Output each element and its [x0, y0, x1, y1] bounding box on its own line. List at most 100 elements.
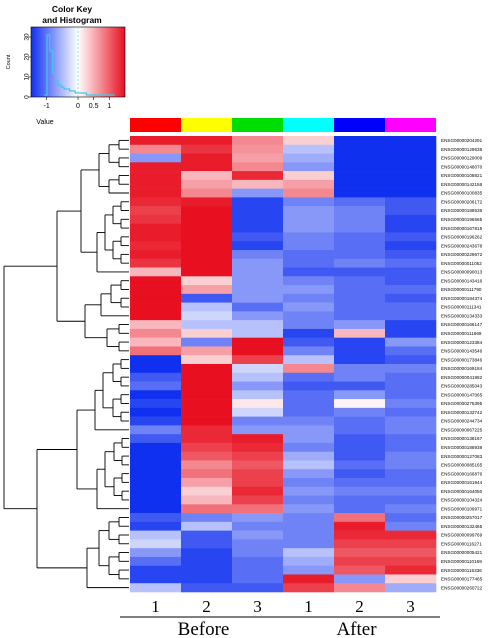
heatmap-cell — [130, 521, 182, 531]
group-label: Before — [178, 619, 230, 638]
heatmap-cell — [334, 162, 386, 172]
heatmap-cell — [334, 302, 386, 312]
key-y-tick-label: 30 — [24, 33, 31, 41]
heatmap-cell — [334, 364, 386, 374]
heatmap-cell — [334, 144, 386, 154]
row-label: ENSG00000127083 — [441, 454, 483, 459]
row-label: ENSG00000188938 — [441, 445, 483, 450]
heatmap-cell — [385, 364, 437, 374]
heatmap-cell — [232, 171, 284, 181]
heatmap-cell — [283, 179, 335, 189]
heatmap-cell — [181, 346, 233, 356]
heatmap-cell — [232, 416, 284, 426]
heatmap-cell — [181, 399, 233, 409]
heatmap-cell — [181, 302, 233, 312]
heatmap-cell — [283, 583, 335, 593]
heatmap-cell — [232, 258, 284, 268]
heatmap-cell — [130, 574, 182, 584]
heatmap-cell — [283, 442, 335, 452]
heatmap-cell — [283, 513, 335, 523]
heatmap-cell — [283, 556, 335, 566]
heatmap-cell — [181, 232, 233, 242]
heatmap-cell — [130, 250, 182, 260]
color-key-x-axis: -1 0 0.5 1 — [44, 97, 111, 110]
column-number-3: 3 — [253, 597, 262, 616]
column-color-3 — [232, 118, 283, 132]
row-label: ENSG00000132465 — [441, 524, 483, 529]
heatmap-cell — [334, 241, 386, 251]
heatmap-cell — [232, 302, 284, 312]
heatmap-cell — [181, 521, 233, 531]
key-x-tick-label: 0 — [76, 103, 80, 110]
heatmap-cell — [334, 188, 386, 198]
heatmap-cell — [232, 276, 284, 286]
key-y-tick-label: 0 — [24, 95, 31, 99]
heatmap-cell — [334, 337, 386, 347]
heatmap-cell — [181, 337, 233, 347]
heatmap-cell — [130, 460, 182, 470]
row-label: ENSG00000167815 — [441, 226, 483, 231]
heatmap-cell — [130, 548, 182, 558]
heatmap-cell — [385, 285, 437, 295]
row-labels: ENSG00000204291 ENSG00000129538 ENSG000001… — [441, 138, 483, 590]
heatmap-cell — [181, 328, 233, 338]
heatmap-cell — [130, 302, 182, 312]
heatmap-cell — [181, 188, 233, 198]
row-label: ENSG00000123384 — [441, 340, 483, 345]
heatmap-cell — [385, 539, 437, 549]
heatmap-cell — [283, 162, 335, 172]
heatmap-cell — [130, 486, 182, 496]
heatmap-cell — [334, 565, 386, 575]
heatmap-cell — [130, 556, 182, 566]
heatmap-cell — [385, 153, 437, 163]
heatmap-cell — [181, 390, 233, 400]
heatmap-cell — [181, 258, 233, 268]
heatmap-cell — [283, 346, 335, 356]
heatmap-cell — [334, 372, 386, 382]
heatmap-cell — [181, 241, 233, 251]
heatmap-cell — [385, 293, 437, 303]
heatmap-cell — [283, 416, 335, 426]
heatmap-cell — [283, 530, 335, 540]
histogram-line — [44, 34, 115, 96]
heatmap-cell — [232, 425, 284, 435]
heatmap-cell — [232, 144, 284, 154]
heatmap-cell — [385, 442, 437, 452]
heatmap-cell — [283, 250, 335, 260]
heatmap-cell — [130, 153, 182, 163]
heatmap-cell — [130, 390, 182, 400]
heatmap-cell — [232, 197, 284, 207]
heatmap-cell — [334, 136, 386, 146]
heatmap-cell — [181, 320, 233, 330]
row-label: ENSG00000164050 — [441, 489, 483, 494]
heatmap-cell — [181, 223, 233, 233]
column-color-5 — [334, 118, 385, 132]
heatmap-cell — [334, 267, 386, 277]
row-label: ENSG00000204291 — [441, 138, 483, 143]
heatmap-cell — [130, 179, 182, 189]
row-label: ENSG00000143416 — [441, 278, 483, 283]
row-label: ENSG00000173846 — [441, 357, 483, 362]
heatmap-cell — [334, 293, 386, 303]
heatmap-cell — [334, 434, 386, 444]
row-label: ENSG00000090013 — [441, 270, 483, 275]
heatmap-cell — [385, 390, 437, 400]
heatmap-cell — [130, 311, 182, 321]
heatmap-cell — [283, 399, 335, 409]
row-label: ENSG00000134333 — [441, 313, 483, 318]
heatmap-cell — [181, 451, 233, 461]
heatmap-cell — [385, 548, 437, 558]
heatmap-cell — [283, 495, 335, 505]
row-label: ENSG00000111669 — [441, 331, 482, 336]
row-label: ENSG00000184374 — [441, 296, 483, 301]
heatmap-cell — [334, 390, 386, 400]
heatmap-cell — [232, 521, 284, 531]
row-label: ENSG00000169184 — [441, 366, 483, 371]
heatmap-cell — [130, 425, 182, 435]
heatmap-cell — [283, 328, 335, 338]
heatmap-cell — [283, 372, 335, 382]
heatmap-cell — [283, 425, 335, 435]
heatmap-cell — [385, 451, 437, 461]
heatmap-cell — [232, 574, 284, 584]
row-label: ENSG00000229672 — [441, 252, 483, 257]
